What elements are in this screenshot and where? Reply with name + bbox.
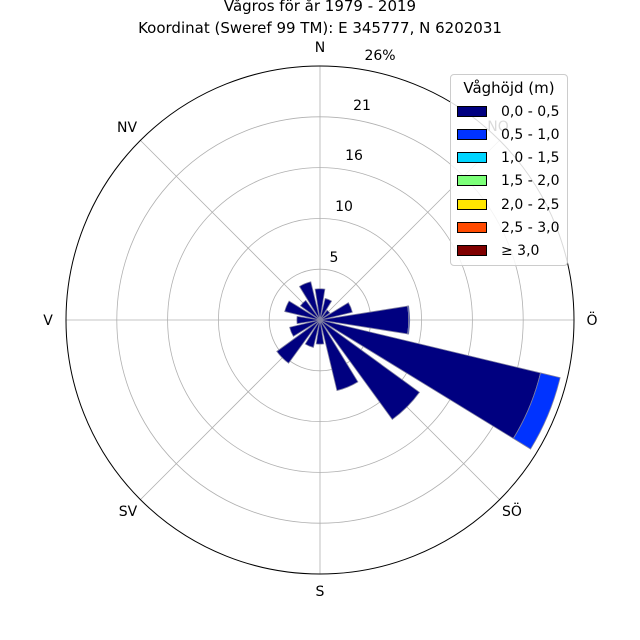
- legend-label: 1,5 - 2,0: [501, 173, 560, 189]
- chart-subtitle: Koordinat (Sweref 99 TM): E 345777, N 62…: [138, 19, 502, 37]
- grid-spoke: [140, 140, 321, 321]
- legend-item: ≥ 3,0: [457, 241, 567, 261]
- legend-item: 0,5 - 1,0: [457, 125, 567, 145]
- legend-swatch: [457, 222, 487, 233]
- radial-tick-label: 26%: [364, 48, 395, 64]
- direction-label: S: [316, 584, 325, 600]
- radial-tick-label: 21: [353, 98, 371, 114]
- rose-sector: [512, 372, 561, 450]
- legend-label: 2,0 - 2,5: [501, 197, 560, 213]
- rose-sector: [319, 309, 331, 321]
- legend-item: 1,5 - 2,0: [457, 171, 567, 191]
- legend-swatch: [457, 199, 487, 210]
- legend-label: 1,0 - 1,5: [501, 150, 560, 166]
- rose-sector: [284, 300, 321, 321]
- direction-label: SV: [119, 504, 138, 520]
- legend-swatch: [457, 106, 487, 117]
- rose-sector: [289, 319, 321, 337]
- direction-label: SÖ: [502, 502, 522, 520]
- rose-sector: [319, 302, 353, 321]
- direction-label: V: [43, 313, 53, 329]
- legend-item: 2,0 - 2,5: [457, 195, 567, 215]
- rose-sector: [298, 281, 321, 321]
- legend-swatch: [457, 129, 487, 140]
- rose-sector: [304, 319, 321, 348]
- rose-sector: [299, 299, 321, 321]
- legend-label: 2,5 - 3,0: [501, 220, 560, 236]
- rose-sector: [276, 319, 321, 364]
- direction-label: NV: [117, 120, 137, 136]
- legend-item: 0,0 - 0,5: [457, 102, 567, 122]
- legend-label: 0,0 - 0,5: [501, 104, 560, 120]
- rose-sector: [314, 288, 326, 321]
- rose-sector: [319, 319, 359, 392]
- radial-tick-label: 10: [335, 199, 353, 215]
- radial-tick-label: 5: [330, 250, 339, 266]
- direction-label: Ö: [586, 311, 597, 329]
- legend-label: 0,5 - 1,0: [501, 127, 560, 143]
- rose-sector: [296, 315, 321, 325]
- outer-ring: [65, 65, 575, 575]
- chart-title: Vågros för år 1979 - 2019: [223, 0, 417, 15]
- rose-sector: [319, 319, 421, 421]
- legend-item: 1,0 - 1,5: [457, 148, 567, 168]
- rose-sector: [319, 297, 333, 321]
- legend: Våghöjd (m) 0,0 - 0,5 0,5 - 1,0 1,0 - 1,…: [450, 74, 568, 266]
- legend-item: 2,5 - 3,0: [457, 218, 567, 238]
- rose-sector: [315, 319, 325, 345]
- direction-label: N: [315, 40, 325, 56]
- legend-swatch: [457, 152, 487, 163]
- legend-label: ≥ 3,0: [501, 243, 540, 259]
- rose-sector: [407, 305, 411, 335]
- legend-swatch: [457, 245, 487, 256]
- legend-swatch: [457, 175, 487, 186]
- legend-title: Våghöjd (m): [463, 79, 555, 97]
- radial-tick-label: 16: [345, 148, 363, 164]
